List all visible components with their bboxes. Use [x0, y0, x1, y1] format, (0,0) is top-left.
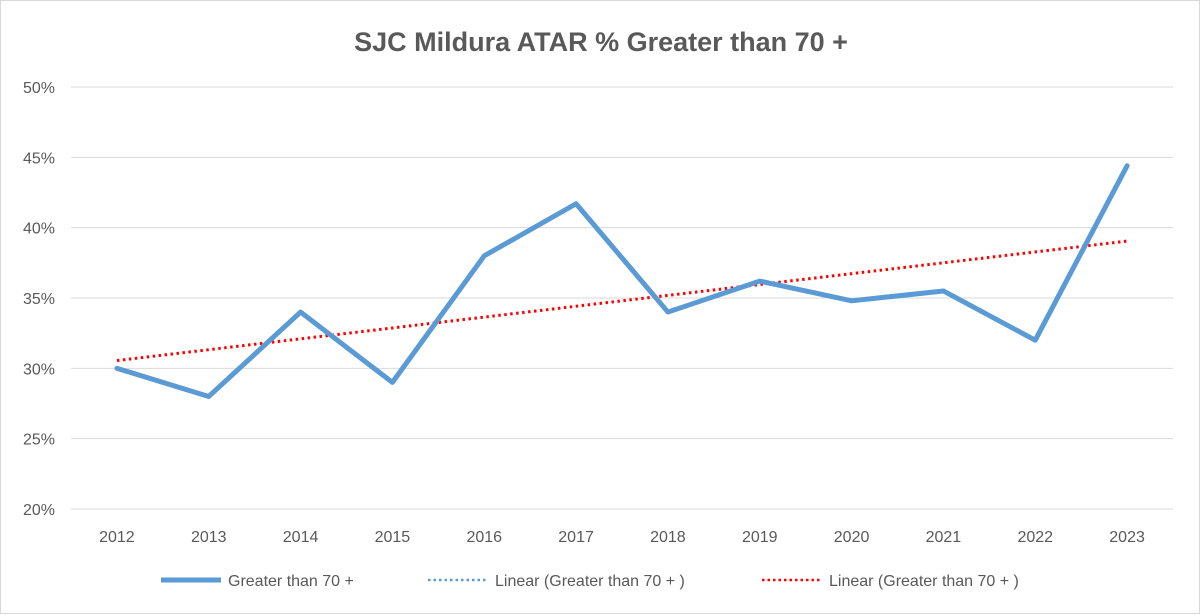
- y-tick-label: 45%: [23, 150, 55, 167]
- trendline-linear: [116, 239, 1128, 363]
- legend-label: Linear (Greater than 70 + ): [495, 573, 685, 590]
- y-axis-ticks: 20% 25% 30% 35% 40% 45% 50%: [23, 80, 55, 519]
- y-tick-label: 50%: [23, 80, 55, 97]
- legend: Greater than 70 + Linear (Greater than 70…: [161, 573, 1019, 590]
- x-tick-label: 2017: [558, 529, 594, 546]
- x-tick-label: 2013: [191, 529, 227, 546]
- x-tick-label: 2021: [926, 529, 962, 546]
- y-tick-label: 30%: [23, 361, 55, 378]
- trendlines: [116, 239, 1128, 363]
- x-tick-label: 2012: [99, 529, 135, 546]
- x-tick-label: 2015: [375, 529, 411, 546]
- y-tick-label: 35%: [23, 291, 55, 308]
- x-tick-label: 2022: [1017, 529, 1053, 546]
- x-tick-label: 2016: [466, 529, 502, 546]
- gridlines: [71, 86, 1173, 510]
- x-tick-label: 2020: [834, 529, 870, 546]
- y-tick-label: 40%: [23, 221, 55, 238]
- series-lines: [114, 163, 1130, 399]
- x-axis-ticks: 2012 2013 2014 2015 2016 2017 2018 2019 2020 2021…: [99, 529, 1145, 546]
- y-tick-label: 25%: [23, 432, 55, 449]
- legend-label: Linear (Greater than 70 + ): [829, 573, 1019, 590]
- x-tick-label: 2014: [283, 529, 319, 546]
- x-tick-label: 2023: [1109, 529, 1145, 546]
- x-tick-label: 2019: [742, 529, 778, 546]
- y-tick-label: 20%: [23, 502, 55, 519]
- series-line: [114, 163, 1130, 399]
- x-tick-label: 2018: [650, 529, 686, 546]
- chart-title: SJC Mildura ATAR % Greater than 70 +: [354, 27, 848, 57]
- legend-label: Greater than 70 +: [228, 573, 354, 590]
